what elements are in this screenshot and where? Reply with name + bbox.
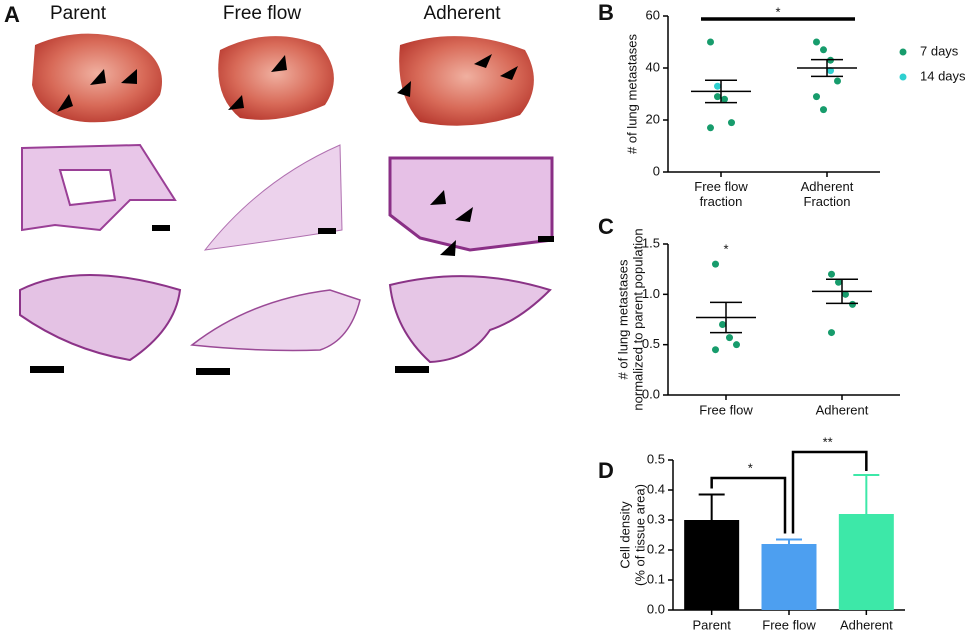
error-bar bbox=[776, 538, 802, 544]
data-point bbox=[820, 106, 827, 114]
x-tick-label: Free flow bbox=[699, 402, 753, 417]
error-bar bbox=[811, 58, 843, 78]
legend-marker bbox=[899, 73, 907, 81]
x-tick-label: Adherent bbox=[840, 617, 893, 630]
data-point bbox=[728, 119, 735, 127]
legend-marker bbox=[899, 48, 907, 56]
histology bbox=[203, 144, 343, 251]
significance-bracket bbox=[791, 450, 868, 534]
panel-letter: B bbox=[598, 0, 614, 25]
data-point bbox=[828, 270, 835, 278]
error-bar bbox=[826, 278, 858, 305]
panel-a-images bbox=[19, 33, 554, 375]
data-point bbox=[712, 346, 719, 354]
panel-letter: D bbox=[598, 458, 614, 483]
y-tick-label: 0.0 bbox=[647, 601, 665, 616]
y-tick-label: 0.3 bbox=[647, 511, 665, 526]
data-point bbox=[726, 334, 733, 342]
scale-bar bbox=[538, 236, 554, 242]
y-axis-label: # of lung metastases bbox=[624, 34, 639, 154]
scale-bar bbox=[395, 366, 429, 373]
y-tick-label: 1.0 bbox=[642, 286, 660, 301]
x-tick-label: Parent bbox=[693, 617, 732, 630]
data-point bbox=[827, 67, 834, 75]
histology bbox=[388, 156, 554, 252]
y-tick-label: 0 bbox=[653, 163, 660, 178]
significance-label: * bbox=[748, 460, 753, 475]
data-point bbox=[721, 95, 728, 103]
y-tick-label: 1.5 bbox=[642, 235, 660, 250]
y-tick-label: 0.1 bbox=[647, 571, 665, 586]
y-tick-label: 0.5 bbox=[647, 451, 665, 466]
data-point bbox=[842, 290, 849, 298]
scale-bar bbox=[196, 368, 230, 375]
histology bbox=[388, 275, 552, 364]
data-point bbox=[719, 321, 726, 329]
data-point bbox=[849, 300, 856, 308]
histology bbox=[19, 274, 182, 362]
data-point bbox=[835, 278, 842, 286]
x-tick-label: Adherent bbox=[816, 402, 869, 417]
y-tick-label: 0.5 bbox=[642, 336, 660, 351]
significance-label: * bbox=[775, 4, 780, 19]
y-tick-label: 0.2 bbox=[647, 541, 665, 556]
data-point bbox=[813, 38, 820, 46]
arrows bbox=[57, 54, 518, 256]
data-point bbox=[828, 329, 835, 337]
y-tick-label: 60 bbox=[646, 7, 660, 22]
column-label: Free flow bbox=[223, 3, 301, 24]
column-label: Parent bbox=[50, 3, 107, 24]
scale-bar bbox=[30, 366, 64, 373]
data-point bbox=[714, 93, 721, 101]
error-bar bbox=[698, 493, 725, 520]
legend-label: 7 days bbox=[920, 43, 959, 58]
significance-label: ** bbox=[823, 434, 833, 449]
error-bar bbox=[853, 474, 880, 514]
significance-bracket bbox=[710, 476, 787, 534]
y-tick-label: 20 bbox=[646, 111, 660, 126]
x-tick-label: Free flow bbox=[762, 617, 816, 630]
lung-photo bbox=[399, 36, 534, 126]
y-tick-label: 0.4 bbox=[647, 481, 665, 496]
scale-bar bbox=[152, 225, 170, 231]
data-point bbox=[707, 124, 714, 132]
data-point bbox=[834, 77, 841, 85]
data-point bbox=[820, 46, 827, 54]
error-bar bbox=[705, 79, 737, 104]
error-bar bbox=[710, 301, 742, 334]
y-axis-label: # of lung metastasesnormalized to parent… bbox=[616, 228, 646, 410]
x-tick-label: Adherent Fraction bbox=[801, 179, 854, 209]
x-tick-label: Free flow fraction bbox=[694, 179, 748, 209]
bar bbox=[684, 520, 740, 610]
data-point bbox=[712, 260, 719, 268]
y-tick-label: 40 bbox=[646, 59, 660, 74]
y-tick-label: 0.0 bbox=[642, 386, 660, 401]
bar bbox=[761, 544, 817, 610]
significance-label: * bbox=[723, 241, 728, 256]
data-point bbox=[714, 82, 721, 90]
legend-label: 14 days bbox=[920, 68, 966, 83]
panel-letter: A bbox=[4, 2, 20, 27]
y-axis-label: Cell density(% of tissue area) bbox=[618, 484, 648, 586]
lung-photo bbox=[218, 36, 334, 120]
scale-bar bbox=[318, 228, 336, 234]
data-point bbox=[733, 341, 740, 349]
histology bbox=[21, 143, 177, 232]
histology bbox=[190, 289, 361, 352]
panel-letter: C bbox=[598, 214, 614, 239]
column-label: Adherent bbox=[423, 3, 501, 24]
data-point bbox=[707, 38, 714, 46]
data-point bbox=[813, 93, 820, 101]
bar bbox=[838, 514, 894, 610]
